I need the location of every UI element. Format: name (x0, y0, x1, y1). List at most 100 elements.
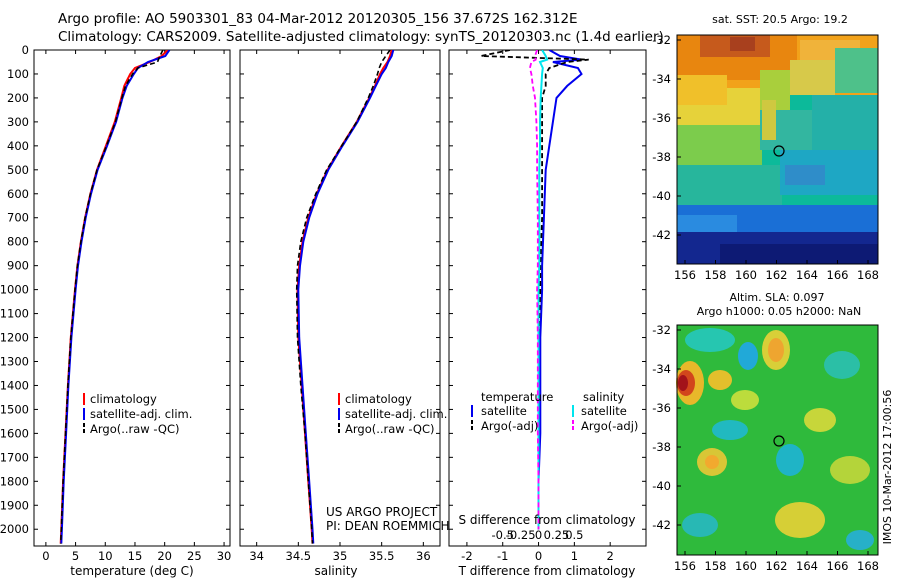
map-y-label: -40 (652, 189, 671, 203)
series-line-argo-raw-qc- (59, 50, 164, 544)
depth-axis: 0 100 200 300 400 500 600 700 800 900 1000 1100 1200… (0, 43, 646, 536)
map-y-label: -42 (652, 228, 671, 242)
depth-tick-label: 300 (7, 115, 29, 129)
difference-top-xlabel: S difference from climatology (459, 513, 636, 527)
x-tick-label: 10 (98, 549, 113, 563)
imos-timestamp: IMOS 10-Mar-2012 17:00:56 (881, 390, 894, 545)
x-tick-label: 34 (249, 549, 264, 563)
depth-tick-label: 200 (7, 91, 29, 105)
depth-tick-label: 1700 (0, 450, 29, 464)
map-x-label: 158 (705, 559, 727, 573)
depth-tick-label: 900 (7, 259, 29, 273)
x-tick-label: 34.5 (286, 549, 312, 563)
difference-legend: temperature satellite Argo(-adj) salinit… (471, 390, 638, 433)
x-tick-label: -2 (461, 549, 472, 563)
map-x-label: 164 (796, 268, 818, 282)
depth-tick-label: 400 (7, 139, 29, 153)
x-tick-label: 30 (217, 549, 232, 563)
x-tick-label: 20 (157, 549, 172, 563)
sla-map-title2: Argo h1000: 0.05 h2000: NaN (697, 305, 862, 318)
salinity-legend: climatology satellite-adj. clim. Argo(..… (338, 392, 447, 436)
depth-tick-label: 1600 (0, 426, 29, 440)
depth-tick-label: 500 (7, 163, 29, 177)
x-tick-label: 35.5 (369, 549, 395, 563)
map-y-label: -36 (652, 401, 671, 415)
depth-tick-label: 1000 (0, 283, 29, 297)
legend-argo-label: Argo(..raw -QC) (345, 422, 435, 436)
depth-tick-label: 1300 (0, 354, 29, 368)
depth-tick-label: 1900 (0, 498, 29, 512)
sst-map-title: sat. SST: 20.5 Argo: 19.2 (712, 13, 848, 26)
x-tick-label: -1 (497, 549, 508, 563)
x-tick-label: 36 (416, 549, 431, 563)
x2-tick-label: 0 (535, 528, 542, 542)
map-y-label: -34 (652, 362, 671, 376)
temperature-panel (33, 49, 231, 547)
credit-project: US ARGO PROJECT (326, 505, 438, 519)
map-y-label: -34 (652, 72, 671, 86)
depth-tick-label: 1200 (0, 331, 29, 345)
x-tick-label: 0 (535, 549, 542, 563)
x-tick-label: 35 (333, 549, 348, 563)
legend-temp-satellite-label: satellite (481, 404, 527, 418)
depth-tick-label: 1500 (0, 402, 29, 416)
sla-map-axes: -32 -34 -36 -38 -40 -42 156 158 160 162 164 166 168 (652, 323, 879, 573)
temperature-series (59, 50, 171, 544)
map-y-label: -40 (652, 479, 671, 493)
depth-tick-label: 2000 (0, 522, 29, 536)
legend-sal-satellite-label: satellite (581, 404, 627, 418)
salinity-x-axis: 34 34.5 35 35.5 36 (249, 50, 431, 563)
map-x-label: 160 (735, 559, 757, 573)
x2-tick-label: -0.25 (506, 528, 536, 542)
credit-pi: PI: DEAN ROEMMICH (326, 519, 449, 533)
x-tick-label: 15 (128, 549, 143, 563)
map-x-label: 156 (674, 268, 696, 282)
x-tick-label: 0 (42, 549, 49, 563)
argo-location-marker (773, 145, 785, 157)
salinity-series (295, 50, 395, 544)
map-y-label: -32 (652, 323, 671, 337)
map-x-label: 156 (674, 559, 696, 573)
legend-satellite-label: satellite-adj. clim. (345, 407, 447, 421)
series-line-temperature-satellite (537, 50, 583, 530)
legend-temperature-title: temperature (481, 390, 553, 404)
legend-argo-label: Argo(..raw -QC) (90, 422, 180, 436)
difference-xlabel: T difference from climatology (458, 564, 636, 578)
map-x-label: 166 (827, 268, 849, 282)
depth-tick-label: 1800 (0, 474, 29, 488)
map-x-label: 158 (705, 268, 727, 282)
sla-map (676, 324, 879, 556)
series-line-argo-raw-qc- (295, 50, 391, 544)
depth-tick-label: 700 (7, 211, 29, 225)
temperature-legend: climatology satellite-adj. clim. Argo(..… (83, 392, 192, 436)
temperature-xlabel: temperature (deg C) (70, 564, 193, 578)
difference-series (481, 50, 589, 530)
sst-map-axes: -32 -34 -36 -38 -40 -42 156 158 160 162 164 166 168 (652, 33, 879, 282)
x2-tick-label: 0.25 (544, 528, 570, 542)
map-x-label: 166 (827, 559, 849, 573)
legend-salinity-title: salinity (583, 390, 624, 404)
map-x-label: 164 (796, 559, 818, 573)
series-line-salinity-argo-adj- (528, 50, 540, 530)
argo-location-marker (773, 435, 785, 447)
map-y-label: -32 (652, 33, 671, 47)
depth-tick-label: 800 (7, 235, 29, 249)
x-tick-label: 5 (72, 549, 79, 563)
map-y-label: -42 (652, 518, 671, 532)
x-tick-label: 1 (571, 549, 578, 563)
x-tick-label: 25 (187, 549, 202, 563)
legend-satellite-label: satellite-adj. clim. (90, 407, 192, 421)
legend-climatology-label: climatology (345, 392, 412, 406)
series-line-satellite-adj-clim- (297, 50, 395, 544)
depth-tick-label: 100 (7, 67, 29, 81)
salinity-xlabel: salinity (314, 564, 357, 578)
difference-x-axis: -2 -1 0 1 2-0.5-0.25 0 0.250.5 (461, 50, 614, 563)
header-line1: Argo profile: AO 5903301_83 04-Mar-2012 … (58, 11, 578, 27)
depth-tick-label: 1400 (0, 378, 29, 392)
salinity-panel (239, 49, 441, 547)
map-x-label: 168 (857, 268, 879, 282)
map-x-label: 160 (735, 268, 757, 282)
map-x-label: 162 (766, 559, 788, 573)
header-line2: Climatology: CARS2009. Satellite-adjuste… (58, 29, 664, 45)
